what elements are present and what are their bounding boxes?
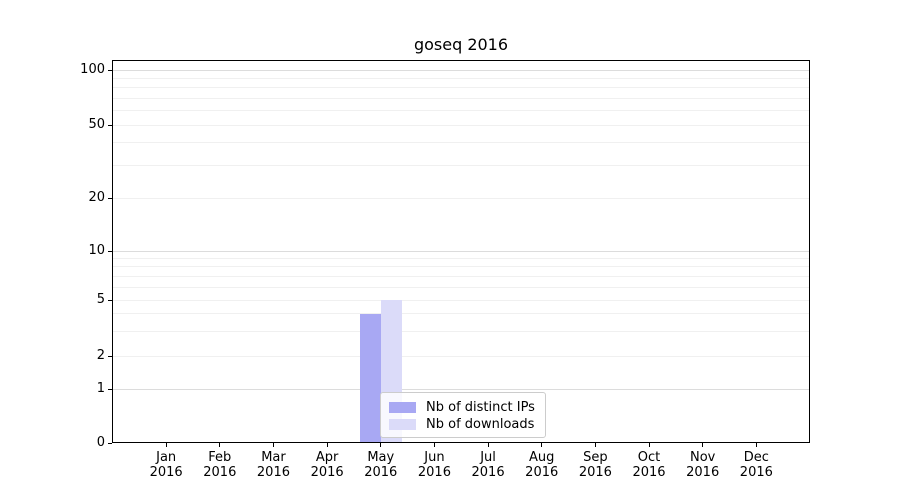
x-tick-mark — [165, 443, 167, 447]
y-tick-label: 100 — [80, 62, 105, 77]
gridline-minor — [113, 299, 809, 301]
x-tick-label: Nov 2016 — [686, 450, 720, 480]
y-tick-mark — [108, 69, 112, 71]
gridline-major — [113, 250, 809, 252]
gridline-minor — [113, 197, 809, 199]
bar-nb-of-distinct-ips-may — [359, 313, 381, 442]
x-tick-mark — [433, 443, 435, 447]
x-tick-mark — [380, 443, 382, 447]
y-tick-mark — [108, 250, 112, 252]
y-tick-mark — [108, 124, 112, 126]
y-tick-label: 1 — [96, 381, 105, 396]
x-tick-mark — [702, 443, 704, 447]
y-tick-label: 10 — [88, 243, 105, 258]
y-tick-label: 2 — [96, 348, 105, 363]
gridline-minor — [113, 275, 809, 277]
x-tick-label: Jan 2016 — [149, 450, 183, 480]
chart-title: goseq 2016 — [413, 35, 509, 54]
x-tick-label: May 2016 — [364, 450, 398, 480]
y-tick-mark — [108, 355, 112, 357]
x-tick-mark — [541, 443, 543, 447]
gridline-minor — [113, 87, 809, 89]
gridline-minor — [113, 124, 809, 126]
legend-row-distinct-ips: Nb of distinct IPs — [389, 399, 537, 416]
x-tick-label: Feb 2016 — [203, 450, 237, 480]
x-tick-label: Mar 2016 — [256, 450, 290, 480]
x-tick-label: Aug 2016 — [525, 450, 559, 480]
x-tick-mark — [648, 443, 650, 447]
gridline-minor — [113, 286, 809, 288]
gridline-minor — [113, 257, 809, 259]
gridline-minor — [113, 110, 809, 112]
legend-row-downloads: Nb of downloads — [389, 416, 537, 433]
y-tick-mark — [108, 442, 112, 444]
y-tick-mark — [108, 299, 112, 301]
legend-label-distinct-ips: Nb of distinct IPs — [426, 400, 535, 415]
x-tick-label: Jul 2016 — [471, 450, 505, 480]
y-tick-label: 50 — [88, 117, 105, 132]
y-tick-label: 20 — [88, 190, 105, 205]
y-tick-label: 0 — [96, 435, 105, 450]
y-tick-mark — [108, 388, 112, 390]
legend: Nb of distinct IPs Nb of downloads — [380, 392, 546, 438]
x-tick-mark — [272, 443, 274, 447]
gridline-minor — [113, 355, 809, 357]
x-tick-mark — [487, 443, 489, 447]
gridline-minor — [113, 142, 809, 144]
gridline-minor — [113, 330, 809, 332]
gridline-minor — [113, 97, 809, 99]
legend-swatch-downloads-icon — [389, 419, 416, 430]
gridline-minor — [113, 77, 809, 79]
gridline-minor — [113, 165, 809, 167]
gridline-minor — [113, 266, 809, 268]
legend-label-downloads: Nb of downloads — [426, 417, 535, 432]
x-tick-mark — [219, 443, 221, 447]
y-tick-label: 5 — [96, 292, 105, 307]
x-tick-mark — [594, 443, 596, 447]
x-tick-label: Oct 2016 — [632, 450, 666, 480]
legend-swatch-distinct-ips-icon — [389, 402, 416, 413]
x-tick-label: Apr 2016 — [310, 450, 344, 480]
gridline-minor — [113, 313, 809, 315]
x-tick-mark — [326, 443, 328, 447]
x-tick-label: Jun 2016 — [417, 450, 451, 480]
plot-frame — [112, 60, 810, 443]
x-tick-label: Sep 2016 — [578, 450, 612, 480]
gridline-major — [113, 69, 809, 71]
x-tick-mark — [755, 443, 757, 447]
x-tick-label: Dec 2016 — [739, 450, 773, 480]
y-tick-mark — [108, 197, 112, 199]
gridline-major — [113, 388, 809, 390]
